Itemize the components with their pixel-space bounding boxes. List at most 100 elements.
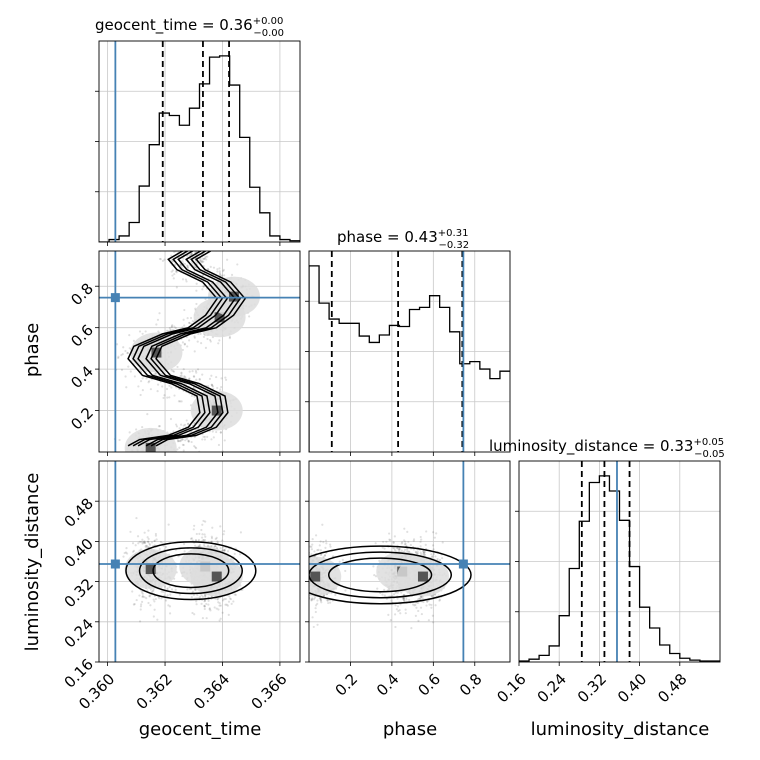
sample-point	[306, 594, 308, 596]
sample-point	[307, 574, 309, 576]
sample-point	[220, 385, 223, 389]
sample-point	[224, 597, 227, 601]
sample-point	[182, 245, 184, 247]
sample-point	[314, 534, 318, 537]
sample-point	[174, 270, 178, 273]
density-peak-cell	[211, 405, 222, 416]
sample-point	[193, 247, 195, 249]
sample-point	[127, 365, 130, 368]
sample-point	[338, 560, 341, 563]
sample-point	[131, 590, 134, 593]
sample-point	[226, 604, 229, 607]
sample-point	[325, 542, 328, 545]
sample-point	[428, 603, 431, 606]
sample-point	[222, 549, 225, 552]
sample-point	[305, 586, 307, 588]
sample-point	[178, 427, 181, 430]
sample-point	[179, 374, 182, 378]
sample-point	[140, 540, 143, 544]
sample-point	[300, 583, 302, 585]
sample-point	[180, 374, 183, 377]
sample-point	[195, 603, 198, 606]
contour-line	[125, 541, 257, 601]
sample-point	[180, 265, 183, 268]
sample-point	[198, 532, 201, 535]
sample-point	[215, 375, 218, 379]
sample-point	[389, 619, 392, 622]
sample-point	[203, 435, 206, 438]
sample-point	[202, 260, 205, 263]
sample-point	[401, 597, 405, 600]
contour-line	[152, 553, 230, 589]
sample-point	[206, 435, 209, 438]
x-tick-label: 0.6	[414, 670, 444, 700]
sample-point	[170, 588, 174, 591]
y-tick-label: 0.32	[61, 575, 97, 611]
sample-point	[232, 558, 235, 562]
sample-point	[431, 531, 435, 534]
sample-point	[383, 588, 386, 591]
sample-point	[192, 528, 195, 531]
sample-point	[305, 591, 307, 593]
sample-point	[222, 269, 225, 273]
sample-point	[214, 544, 217, 548]
sample-point	[400, 542, 403, 545]
sample-point	[202, 519, 205, 523]
sample-point	[209, 265, 212, 268]
sample-point	[160, 458, 162, 460]
sample-point	[206, 337, 209, 341]
sample-point	[305, 549, 307, 551]
sample-point	[141, 332, 144, 335]
sample-point	[174, 326, 177, 330]
sample-point	[316, 549, 319, 552]
sample-point	[441, 557, 444, 560]
sample-point	[303, 617, 305, 619]
sample-point	[239, 553, 242, 556]
sample-point	[430, 606, 433, 609]
sample-point	[320, 601, 323, 604]
sample-point	[201, 533, 204, 536]
sample-point	[156, 383, 160, 386]
contour-line	[309, 545, 472, 605]
sample-point	[163, 585, 166, 588]
sample-point	[200, 342, 203, 345]
sample-point	[306, 578, 308, 580]
panel-frame	[308, 460, 511, 663]
sample-point	[176, 244, 178, 246]
sample-point	[166, 329, 169, 332]
sample-point	[302, 583, 304, 585]
sample-point	[193, 444, 196, 448]
sample-point	[221, 549, 224, 552]
sample-point	[184, 278, 188, 281]
sample-point	[181, 326, 184, 329]
panel-luminosity-distance-vs-geocent-time	[99, 461, 300, 662]
sample-point	[143, 531, 146, 534]
sample-point	[171, 324, 174, 327]
density-peak-cell	[151, 347, 162, 358]
sample-point	[418, 597, 421, 600]
sample-point	[186, 588, 189, 591]
y-tick-label: 0.6	[67, 321, 97, 351]
sample-point	[303, 567, 305, 569]
sample-point	[430, 553, 433, 556]
sample-point	[224, 376, 227, 379]
sample-point	[118, 438, 121, 442]
sample-point	[383, 547, 386, 550]
sample-point	[306, 586, 308, 588]
sample-point	[396, 591, 399, 594]
sample-point	[205, 602, 208, 606]
sample-point	[402, 597, 405, 600]
sample-point	[319, 549, 322, 552]
sample-point	[215, 536, 218, 539]
sample-point	[168, 585, 171, 589]
sample-point	[163, 394, 166, 397]
sample-point	[155, 538, 158, 541]
density-peak-cell	[145, 564, 156, 575]
sample-point	[183, 308, 186, 312]
sample-point	[431, 594, 434, 598]
sample-point	[193, 524, 196, 527]
sample-point	[152, 598, 155, 601]
sample-point	[431, 614, 434, 617]
sample-point	[160, 590, 163, 593]
sample-point	[201, 260, 204, 263]
